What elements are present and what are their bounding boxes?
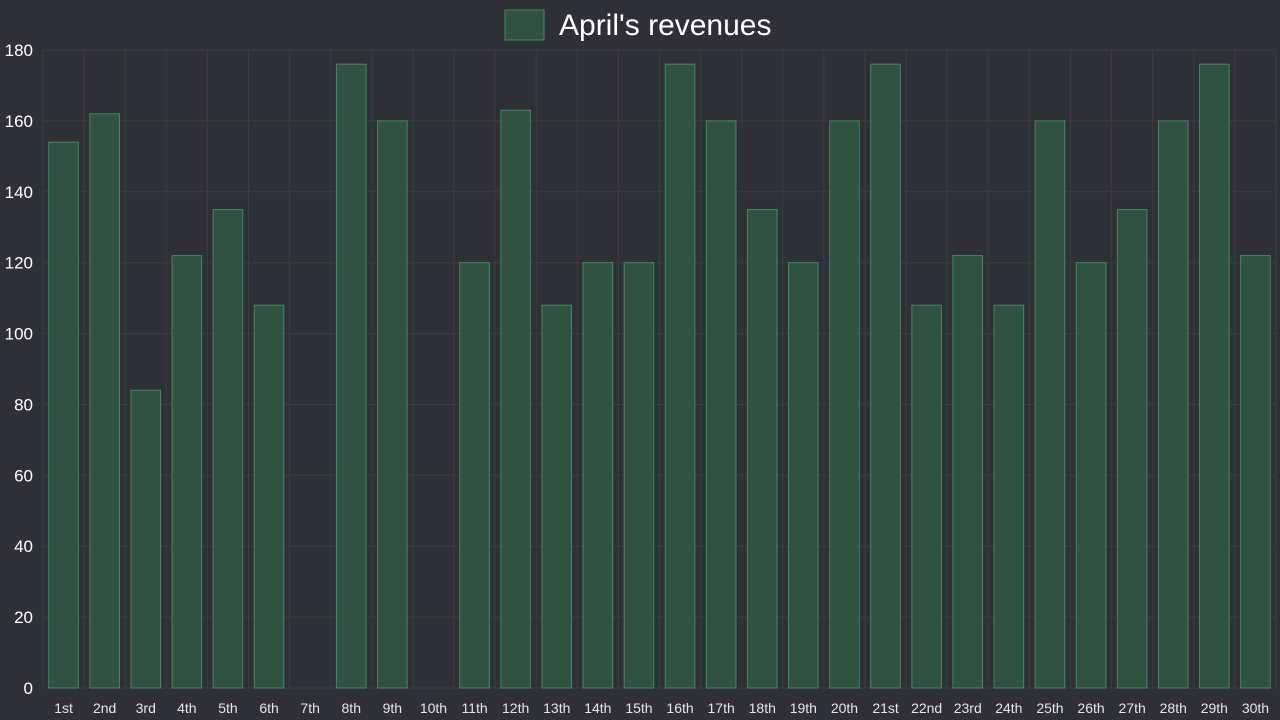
bar-17th[interactable]	[705, 120, 737, 689]
bar-24th[interactable]	[993, 304, 1025, 689]
bar-16th[interactable]	[664, 63, 696, 689]
bar-29th[interactable]	[1199, 63, 1230, 689]
x-tick-label: 1st	[54, 700, 73, 716]
x-tick-label: 19th	[790, 700, 817, 716]
y-tick-label: 120	[5, 254, 33, 273]
bar-19th[interactable]	[788, 262, 819, 689]
x-tick-label: 6th	[259, 700, 278, 716]
bar-12th[interactable]	[500, 109, 531, 689]
bar-20th[interactable]	[829, 120, 860, 689]
x-tick-label: 12th	[502, 700, 529, 716]
y-tick-label: 160	[5, 112, 33, 131]
y-axis: 0 20 40 60 80 100 120 140 160 180	[5, 41, 33, 698]
x-tick-label: 29th	[1201, 700, 1228, 716]
x-tick-label: 9th	[383, 700, 402, 716]
x-axis: 1st 2nd 3rd 4th 5th 6th 7th 8th 9th 10th 11th 12th 1…	[54, 700, 1269, 716]
x-tick-label: 13th	[543, 700, 570, 716]
bar-27th[interactable]	[1116, 209, 1148, 689]
bar-5th[interactable]	[212, 209, 244, 689]
bars-layer	[48, 63, 1271, 689]
x-tick-label: 2nd	[93, 700, 116, 716]
x-tick-label: 15th	[625, 700, 652, 716]
bar-26th[interactable]	[1075, 262, 1107, 689]
bar-22nd[interactable]	[911, 304, 942, 689]
x-tick-label: 27th	[1119, 700, 1146, 716]
bar-13th[interactable]	[541, 304, 573, 689]
x-tick-label: 8th	[342, 700, 361, 716]
x-tick-label: 20th	[831, 700, 858, 716]
bar-6th[interactable]	[253, 304, 285, 689]
x-tick-label: 10th	[420, 700, 447, 716]
y-tick-label: 60	[14, 466, 33, 485]
x-tick-label: 14th	[584, 700, 611, 716]
legend-swatch[interactable]	[504, 9, 545, 41]
x-tick-label: 16th	[666, 700, 693, 716]
x-tick-label: 5th	[218, 700, 237, 716]
bar-21st[interactable]	[870, 63, 901, 689]
legend[interactable]: April's revenues	[504, 9, 772, 42]
x-tick-label: 26th	[1077, 700, 1104, 716]
bar-28th[interactable]	[1157, 120, 1189, 689]
x-tick-label: 24th	[995, 700, 1022, 716]
bar-8th[interactable]	[335, 63, 367, 689]
bar-23rd[interactable]	[952, 255, 984, 689]
x-tick-label: 30th	[1242, 700, 1269, 716]
x-tick-label: 17th	[708, 700, 735, 716]
x-tick-label: 25th	[1036, 700, 1063, 716]
x-tick-label: 18th	[749, 700, 776, 716]
x-tick-label: 7th	[300, 700, 319, 716]
bar-25th[interactable]	[1034, 120, 1066, 689]
x-tick-label: 11th	[461, 700, 487, 716]
bar-14th[interactable]	[582, 262, 614, 689]
y-tick-label: 140	[5, 183, 33, 202]
bar-18th[interactable]	[746, 209, 778, 689]
bar-4th[interactable]	[171, 255, 203, 689]
x-tick-label: 28th	[1160, 700, 1187, 716]
y-tick-label: 80	[14, 395, 33, 414]
bar-2nd[interactable]	[89, 113, 120, 689]
grid-layer	[42, 49, 1277, 689]
bar-11th[interactable]	[459, 262, 490, 689]
y-tick-label: 100	[5, 325, 33, 344]
x-tick-label: 22nd	[911, 700, 942, 716]
x-tick-label: 23rd	[954, 700, 982, 716]
y-tick-label: 0	[24, 679, 33, 698]
bar-30th[interactable]	[1240, 255, 1271, 689]
y-tick-label: 20	[14, 608, 33, 627]
bar-15th[interactable]	[623, 262, 655, 689]
bar-3rd[interactable]	[130, 389, 162, 689]
legend-label[interactable]: April's revenues	[559, 9, 772, 42]
bar-1st[interactable]	[48, 141, 79, 689]
y-tick-label: 180	[5, 41, 33, 60]
x-tick-label: 3rd	[136, 700, 156, 716]
bar-9th[interactable]	[377, 120, 408, 689]
x-tick-label: 21st	[872, 700, 899, 716]
y-tick-label: 40	[14, 537, 33, 556]
x-tick-label: 4th	[177, 700, 196, 716]
